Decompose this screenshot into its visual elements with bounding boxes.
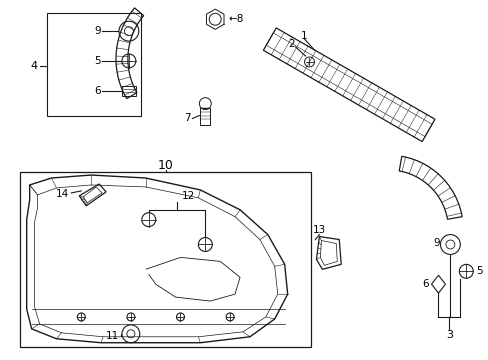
Text: 10: 10 [157, 159, 173, 172]
Text: 9: 9 [433, 238, 440, 248]
Text: 2: 2 [288, 39, 294, 49]
Text: 11: 11 [105, 331, 119, 341]
Text: 3: 3 [445, 330, 452, 340]
Bar [200, 108, 210, 125]
Bar [122, 86, 136, 96]
Text: 7: 7 [183, 113, 190, 123]
Text: 14: 14 [56, 189, 69, 199]
Text: 5: 5 [94, 56, 101, 66]
Text: ←8: ←8 [228, 14, 243, 24]
Text: 12: 12 [182, 191, 195, 201]
Text: 9: 9 [94, 26, 101, 36]
Text: 5: 5 [475, 266, 482, 276]
Text: 4: 4 [30, 61, 37, 71]
Text: 1: 1 [301, 31, 307, 41]
Text: 6: 6 [421, 279, 427, 289]
Text: 13: 13 [312, 225, 325, 235]
Text: 6: 6 [94, 86, 101, 96]
Bar [20, 172, 311, 347]
Bar [46, 13, 141, 116]
